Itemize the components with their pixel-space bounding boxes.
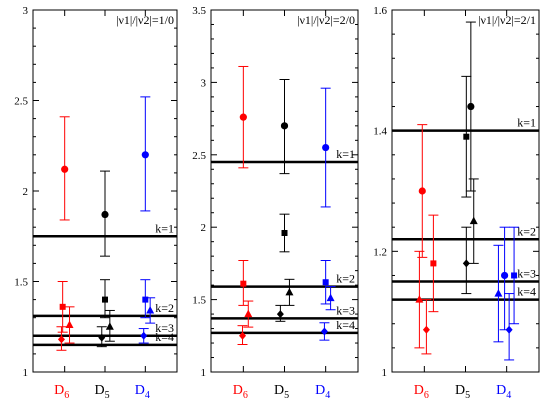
data-point-circle bbox=[239, 113, 247, 121]
x-category-main: D bbox=[274, 383, 284, 398]
data-point-square bbox=[59, 303, 66, 310]
x-category-label: D6 bbox=[414, 383, 429, 400]
data-point-triangle bbox=[285, 287, 294, 296]
data-point-triangle bbox=[469, 216, 478, 225]
x-category-label: D5 bbox=[455, 383, 470, 400]
data-point-diamond bbox=[462, 259, 470, 268]
y-tick-label: 1 bbox=[201, 367, 207, 379]
x-category-sub: 4 bbox=[325, 390, 330, 400]
y-tick-label: 3 bbox=[201, 77, 207, 89]
k-line-label: k=2 bbox=[155, 301, 174, 315]
data-point-square bbox=[281, 229, 288, 236]
data-point-triangle bbox=[65, 320, 74, 328]
x-category-sub: 4 bbox=[145, 390, 150, 400]
data-point-diamond bbox=[505, 325, 513, 334]
data-point-circle bbox=[418, 187, 426, 195]
data-point-triangle bbox=[105, 322, 114, 330]
k-line-label: k=1 bbox=[336, 147, 355, 161]
data-point-triangle bbox=[326, 293, 335, 302]
x-category-sub: 4 bbox=[506, 390, 511, 400]
y-tick-label: 1 bbox=[382, 367, 388, 379]
x-category-main: D bbox=[414, 383, 424, 398]
x-category-label: D5 bbox=[274, 383, 289, 400]
k-line-label: k=3 bbox=[336, 303, 355, 317]
panel-title: |ν1|/|ν2|=1/0 bbox=[116, 13, 174, 27]
k-line-label: k=1 bbox=[517, 116, 536, 130]
data-point-circle bbox=[141, 151, 149, 159]
data-point-triangle bbox=[146, 305, 155, 314]
y-tick-label: 3.5 bbox=[192, 5, 206, 17]
data-point-square bbox=[240, 280, 247, 287]
x-category-sub: 5 bbox=[284, 390, 289, 400]
panel-3: 11.21.41.6D6 D5 D4k=1k=2k=3k=4|ν1|/|ν2|=2/… bbox=[373, 5, 540, 400]
data-point-diamond bbox=[57, 335, 65, 344]
data-point-square bbox=[463, 133, 470, 140]
data-point-diamond bbox=[98, 333, 106, 342]
y-tick-label: 1.5 bbox=[14, 277, 28, 289]
data-point-diamond bbox=[276, 310, 284, 319]
y-tick-label: 3 bbox=[23, 5, 29, 17]
x-category-main: D bbox=[135, 383, 145, 398]
data-point-square bbox=[102, 296, 108, 303]
data-point-square bbox=[430, 260, 437, 267]
x-category-main: D bbox=[233, 383, 243, 398]
x-category-sub: 6 bbox=[64, 390, 69, 400]
panel-title: |ν1|/|ν2|=2/1 bbox=[478, 13, 536, 27]
panel-title: |ν1|/|ν2|=2/0 bbox=[297, 13, 355, 27]
x-category-sub: 5 bbox=[465, 390, 470, 400]
x-category-main: D bbox=[315, 383, 325, 398]
panel-2: 11.522.533.5D6 D5 D4k=1k=2k=3k=4|ν1|/|ν2|=… bbox=[192, 5, 359, 400]
data-point-square bbox=[511, 272, 518, 279]
data-point-circle bbox=[501, 271, 509, 280]
data-point-circle bbox=[101, 210, 109, 219]
data-point-circle bbox=[280, 122, 289, 130]
x-category-main: D bbox=[496, 383, 506, 398]
k-line-label: k=4 bbox=[155, 330, 174, 344]
y-tick-label: 2.5 bbox=[14, 96, 28, 108]
x-category-sub: 6 bbox=[243, 390, 248, 400]
x-category-label: D4 bbox=[135, 383, 150, 400]
k-line-label: k=2 bbox=[517, 224, 536, 238]
y-tick-label: 1.5 bbox=[192, 295, 206, 307]
data-point-diamond bbox=[422, 325, 430, 334]
k-line-label: k=2 bbox=[336, 272, 355, 286]
data-point-circle bbox=[467, 102, 475, 111]
y-tick-label: 2 bbox=[201, 222, 207, 234]
data-point-square bbox=[322, 279, 329, 286]
x-category-main: D bbox=[94, 383, 104, 398]
data-point-circle bbox=[61, 165, 69, 173]
data-point-circle bbox=[322, 143, 330, 152]
x-category-main: D bbox=[455, 383, 465, 398]
x-category-label: D6 bbox=[54, 383, 69, 400]
data-point-diamond bbox=[320, 327, 328, 336]
y-tick-label: 2.5 bbox=[192, 150, 206, 162]
y-tick-label: 2 bbox=[23, 186, 29, 198]
k-line-label: k=4 bbox=[336, 318, 355, 332]
x-category-sub: 5 bbox=[105, 390, 110, 400]
x-category-sub: 6 bbox=[424, 390, 429, 400]
x-category-label: D5 bbox=[94, 383, 109, 400]
x-category-main: D bbox=[54, 383, 64, 398]
x-category-label: D6 bbox=[233, 383, 248, 400]
data-point-triangle bbox=[244, 309, 253, 318]
k-line-label: k=1 bbox=[155, 221, 174, 235]
k-line-label: k=4 bbox=[517, 285, 536, 299]
y-tick-label: 1 bbox=[23, 367, 29, 379]
y-tick-label: 1.4 bbox=[373, 126, 387, 138]
data-point-triangle bbox=[494, 289, 503, 297]
plot-frame bbox=[391, 9, 540, 373]
data-point-diamond bbox=[239, 331, 247, 340]
data-point-square bbox=[142, 296, 149, 303]
data-point-triangle bbox=[415, 295, 424, 303]
k-line-label: k=3 bbox=[155, 321, 174, 335]
k-line-label: k=3 bbox=[517, 267, 536, 281]
y-tick-label: 1.6 bbox=[373, 5, 387, 17]
y-tick-label: 1.2 bbox=[373, 246, 387, 258]
x-category-label: D4 bbox=[496, 383, 511, 400]
x-category-label: D4 bbox=[315, 383, 330, 400]
data-point-diamond bbox=[140, 331, 148, 340]
